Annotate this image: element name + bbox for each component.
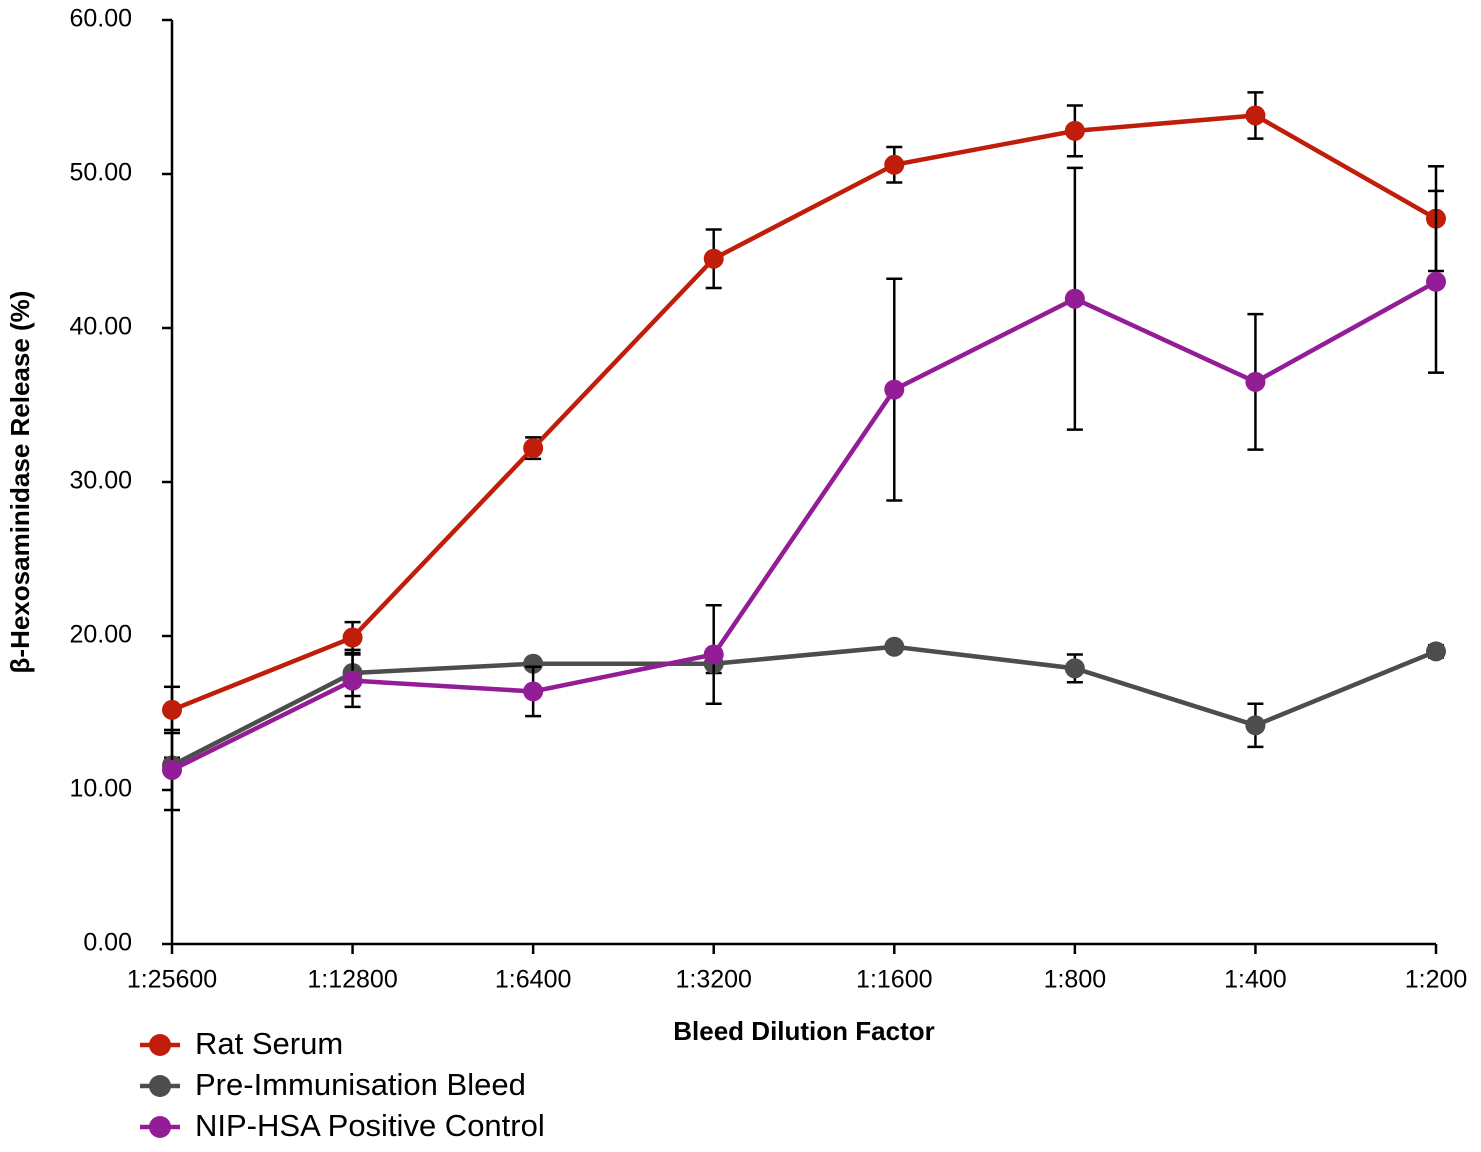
- data-point: [1245, 371, 1266, 392]
- data-point: [884, 154, 905, 175]
- data-point: [523, 438, 544, 459]
- legend-marker: [149, 1075, 171, 1097]
- data-point: [703, 644, 724, 665]
- data-point: [1245, 105, 1266, 126]
- x-tick-label: 1:12800: [307, 966, 397, 994]
- x-tick-label: 1:25600: [127, 966, 217, 994]
- legend-marker: [149, 1034, 171, 1056]
- x-tick-label: 1:1600: [856, 966, 932, 994]
- x-tick-label: 1:800: [1044, 966, 1107, 994]
- legend-marker: [149, 1116, 171, 1138]
- series-line: [171, 113, 1438, 713]
- x-tick-label: 1:200: [1405, 966, 1468, 994]
- data-point: [884, 636, 905, 657]
- x-tick-label: 1:3200: [675, 966, 751, 994]
- series-line: [171, 279, 1438, 772]
- data-point: [1245, 715, 1266, 736]
- data-point: [1426, 271, 1446, 292]
- data-point: [342, 670, 363, 691]
- data-point: [884, 379, 905, 400]
- y-axis-title: β-Hexosaminidase Release (%): [5, 291, 35, 674]
- x-axis-title: Bleed Dilution Factor: [673, 1016, 934, 1046]
- data-point: [162, 759, 182, 780]
- legend-label: Rat Serum: [195, 1026, 343, 1061]
- y-tick-label: 60.00: [69, 5, 132, 33]
- data-point: [1064, 658, 1085, 679]
- y-tick-label: 50.00: [69, 159, 132, 187]
- legend-label: NIP-HSA Positive Control: [195, 1108, 545, 1143]
- data-point: [1426, 641, 1446, 662]
- y-tick-label: 40.00: [69, 313, 132, 341]
- y-tick-label: 10.00: [69, 775, 132, 803]
- legend-label: Pre-Immunisation Bleed: [195, 1067, 526, 1102]
- data-point: [1064, 120, 1085, 141]
- y-tick-label: 0.00: [83, 929, 132, 957]
- y-tick-label: 30.00: [69, 467, 132, 495]
- data-point: [162, 699, 182, 720]
- y-tick-label: 20.00: [69, 621, 132, 649]
- data-point: [523, 681, 544, 702]
- series-line: [170, 644, 1437, 768]
- x-tick-label: 1:6400: [495, 966, 571, 994]
- data-point: [1064, 288, 1085, 309]
- data-point: [523, 653, 544, 674]
- x-tick-label: 1:400: [1224, 966, 1287, 994]
- data-point: [342, 627, 363, 648]
- data-point: [703, 248, 724, 269]
